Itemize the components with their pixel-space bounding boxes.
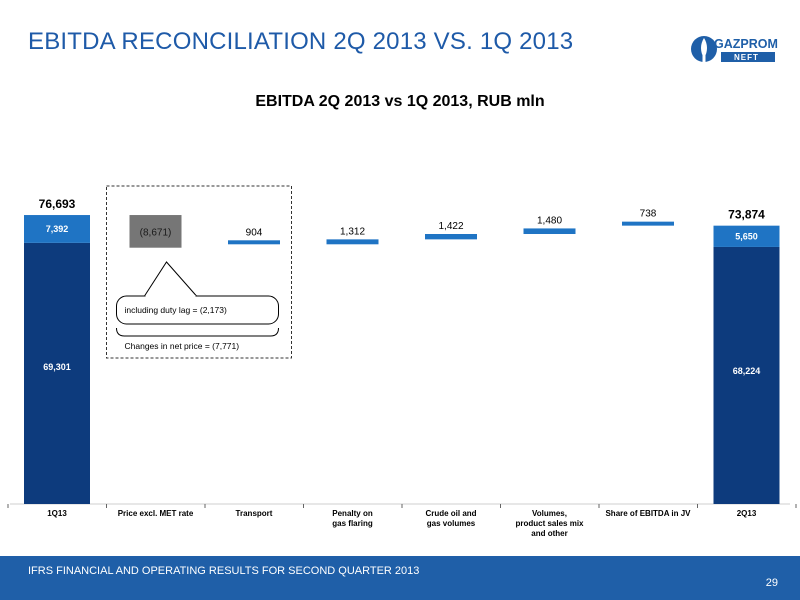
svg-text:NEFT: NEFT <box>734 53 759 62</box>
step-bar <box>523 228 576 235</box>
step-value-label: 1,422 <box>438 221 463 232</box>
step-value-label: 904 <box>246 227 263 238</box>
total-bar-segment <box>24 215 90 243</box>
category-label: and other <box>531 529 567 538</box>
segment-value-label: 68,224 <box>733 366 761 376</box>
step-bar <box>228 240 280 245</box>
svg-text:GAZPROM: GAZPROM <box>714 37 778 51</box>
annotation-duty-lag: including duty lag = (2,173) <box>125 305 227 315</box>
callout-pointer <box>144 261 197 297</box>
page-number: 29 <box>765 577 778 589</box>
step-value-label: 1,480 <box>537 215 562 226</box>
category-label: gas flaring <box>332 519 373 528</box>
step-bar <box>129 215 182 248</box>
gazprom-neft-logo: GAZPROM NEFT <box>691 36 778 62</box>
category-label: Transport <box>236 509 273 518</box>
annotation-net-price: Changes in net price = (7,771) <box>125 341 240 351</box>
category-label: product sales mix <box>515 519 584 528</box>
step-value-label: 1,312 <box>340 226 365 237</box>
category-label: Volumes, <box>532 509 567 518</box>
footer-text: IFRS FINANCIAL AND OPERATING RESULTS FOR… <box>28 565 420 577</box>
category-label: 1Q13 <box>47 509 67 518</box>
category-label: Share of EBITDA in JV <box>605 509 691 518</box>
step-bar <box>622 221 674 226</box>
callout-bubble <box>116 295 279 325</box>
category-label: gas volumes <box>427 519 476 528</box>
segment-value-label: 69,301 <box>43 362 71 372</box>
annotation-bracket <box>116 327 279 337</box>
segment-value-label: 5,650 <box>735 231 758 241</box>
page-title: EBITDA RECONCILIATION 2Q 2013 VS. 1Q 201… <box>28 28 574 55</box>
step-bar <box>425 234 477 240</box>
step-value-label: (8,671) <box>140 227 172 238</box>
total-bar-segment <box>24 242 90 504</box>
category-label: Penalty on <box>332 509 373 518</box>
segment-value-label: 7,392 <box>46 224 69 234</box>
step-bar <box>326 239 379 245</box>
total-bar-segment <box>713 246 780 504</box>
price-highlight-box <box>106 185 292 359</box>
chart-title: EBITDA 2Q 2013 vs 1Q 2013, RUB mln <box>255 93 545 110</box>
total-value-label: 73,874 <box>728 208 765 222</box>
total-value-label: 76,693 <box>39 197 76 211</box>
category-label: Crude oil and <box>425 509 476 518</box>
ebitda-waterfall-chart: 69,301 7,392 76,693 68,224 5,650 73,874 (8,671… <box>7 185 797 538</box>
total-bar-segment <box>713 225 780 247</box>
step-value-label: 738 <box>640 209 657 220</box>
footer-bar <box>0 556 800 600</box>
category-label: Price excl. MET rate <box>118 509 194 518</box>
category-label: 2Q13 <box>737 509 757 518</box>
